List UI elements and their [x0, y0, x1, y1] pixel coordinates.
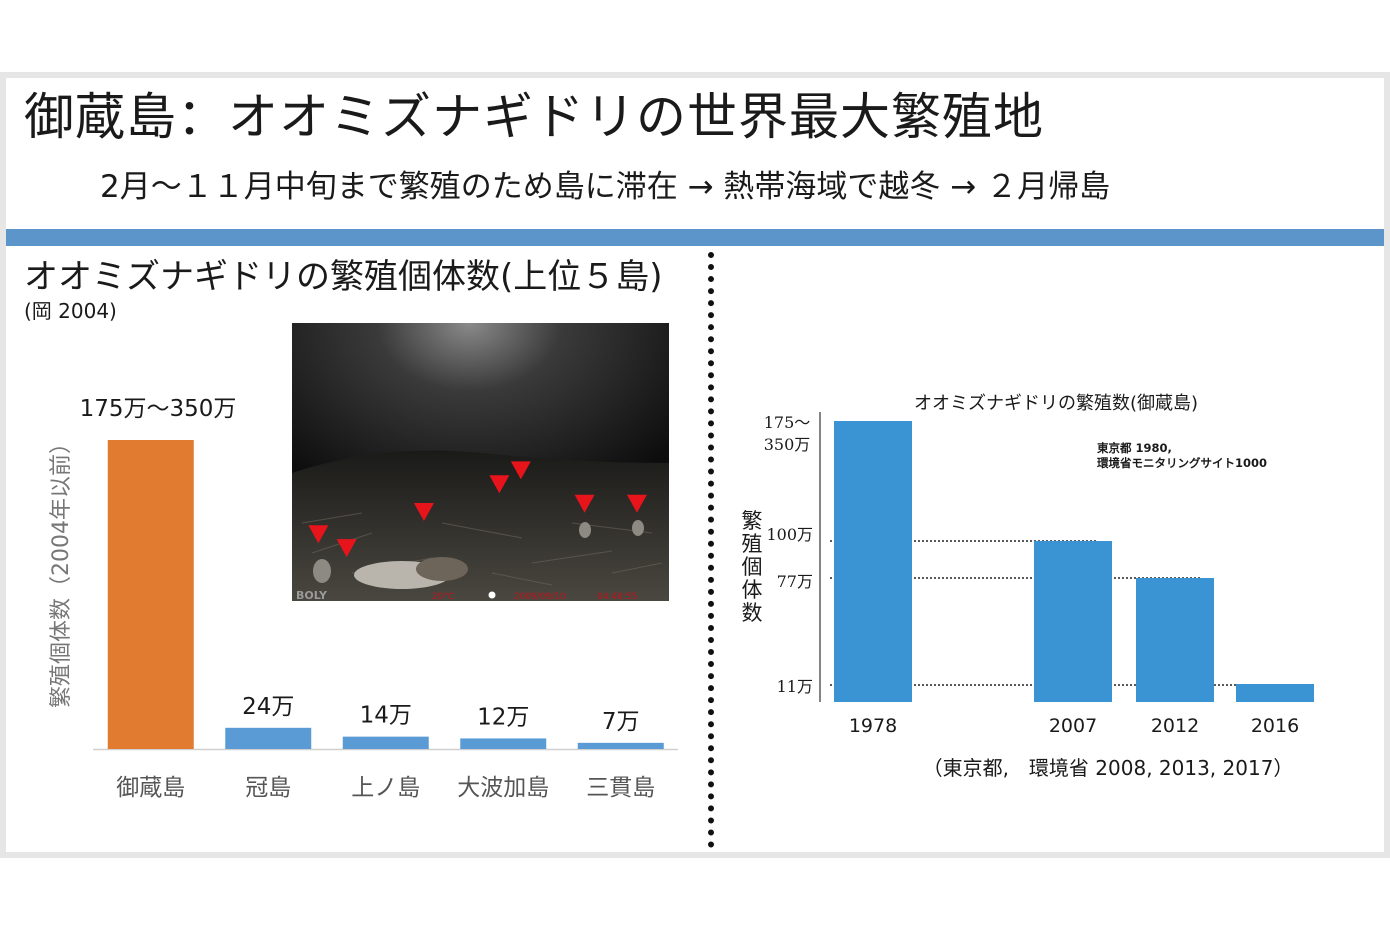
- y-tick-label-0: 175～ 350万: [764, 413, 811, 454]
- red-marker-icon: [626, 494, 647, 513]
- category-label-4: 三貫島: [586, 775, 655, 801]
- red-marker-icon: [510, 461, 531, 480]
- bar-4: [577, 742, 664, 749]
- y-axis-label: 繁殖個体数（2004年以前）: [49, 432, 74, 708]
- y-axis-label-char: 殖: [742, 532, 763, 556]
- bird-shape: [313, 559, 331, 583]
- photo-markers: [308, 461, 647, 558]
- data-label-0: 175万～350万: [80, 396, 237, 422]
- data-label-4: 7万: [602, 709, 640, 735]
- category-label-2: 上ノ島: [351, 775, 420, 801]
- bar-0: [834, 421, 912, 702]
- y-axis-label-char: 数: [742, 601, 763, 625]
- left-panel-source: (岡 2004): [24, 299, 117, 323]
- y-axis-label-char: 繁: [742, 509, 763, 533]
- bar-1: [225, 727, 312, 749]
- red-marker-icon: [574, 494, 595, 513]
- photo-ground: [292, 450, 669, 601]
- chart-title: オオミズナギドリの繁殖数(御蔵島): [914, 392, 1198, 414]
- x-tick-label-3: 2016: [1251, 715, 1299, 737]
- header-band: [6, 229, 1384, 246]
- slide-subtitle: 2月～１１月中旬まで繁殖のため島に滞在 → 熱帯海域で越冬 → ２月帰島: [100, 169, 1111, 205]
- bar-3: [1236, 684, 1314, 702]
- photo-overlay-date: 2009/09/10: [514, 592, 566, 601]
- x-tick-label-1: 2007: [1049, 715, 1097, 737]
- bird-wing-shape: [416, 557, 468, 581]
- chart-source: （東京都, 環境省 2008, 2013, 2017）: [923, 756, 1294, 780]
- photo-overlay-time: 04:48:55: [597, 592, 637, 601]
- category-label-1: 冠島: [245, 775, 291, 801]
- moon-icon: [488, 591, 496, 599]
- bar-2: [342, 736, 429, 749]
- y-tick-label-3: 11万: [777, 677, 813, 696]
- bar-2: [1136, 578, 1214, 702]
- trail-camera-photo: BOLY 20°C 2009/09/10 04:48:55: [292, 323, 669, 601]
- citation-note-line-1: 環境省モニタリングサイト1000: [1097, 456, 1267, 470]
- red-marker-icon: [413, 503, 434, 522]
- bar-1: [1034, 541, 1112, 702]
- y-tick-label-1: 100万: [766, 525, 813, 544]
- slide-title: 御蔵島：オオミズナギドリの世界最大繁殖地: [24, 88, 1044, 146]
- x-tick-label-2: 2012: [1151, 715, 1199, 737]
- y-axis-label-char: 個: [742, 555, 763, 579]
- data-label-2: 14万: [360, 703, 412, 729]
- bird-shape: [632, 520, 644, 536]
- red-marker-icon: [308, 525, 329, 544]
- y-tick-label-2: 77万: [777, 572, 813, 591]
- bird-shape: [579, 522, 591, 538]
- bar-3: [460, 738, 547, 749]
- bar-0: [107, 440, 194, 749]
- y-axis-label-char: 体: [742, 578, 763, 602]
- x-tick-label-0: 1978: [849, 715, 897, 737]
- citation-note-line-0: 東京都 1980,: [1097, 441, 1172, 455]
- panel-divider: [708, 252, 714, 848]
- red-marker-icon: [489, 475, 510, 494]
- category-label-3: 大波加島: [457, 775, 549, 801]
- left-panel-title: オオミズナギドリの繁殖個体数(上位５島): [24, 257, 663, 297]
- photo-overlay-temp: 20°C: [432, 592, 454, 601]
- category-label-0: 御蔵島: [116, 775, 185, 801]
- data-label-1: 24万: [242, 694, 294, 720]
- slide: [6, 78, 1384, 852]
- photo-watermark: BOLY: [296, 589, 328, 601]
- red-marker-icon: [336, 539, 357, 558]
- right-bar-chart: オオミズナギドリの繁殖数(御蔵島) 繁殖個体数 175～ 350万 100万 77万 11万…: [742, 392, 1314, 780]
- data-label-3: 12万: [477, 704, 529, 730]
